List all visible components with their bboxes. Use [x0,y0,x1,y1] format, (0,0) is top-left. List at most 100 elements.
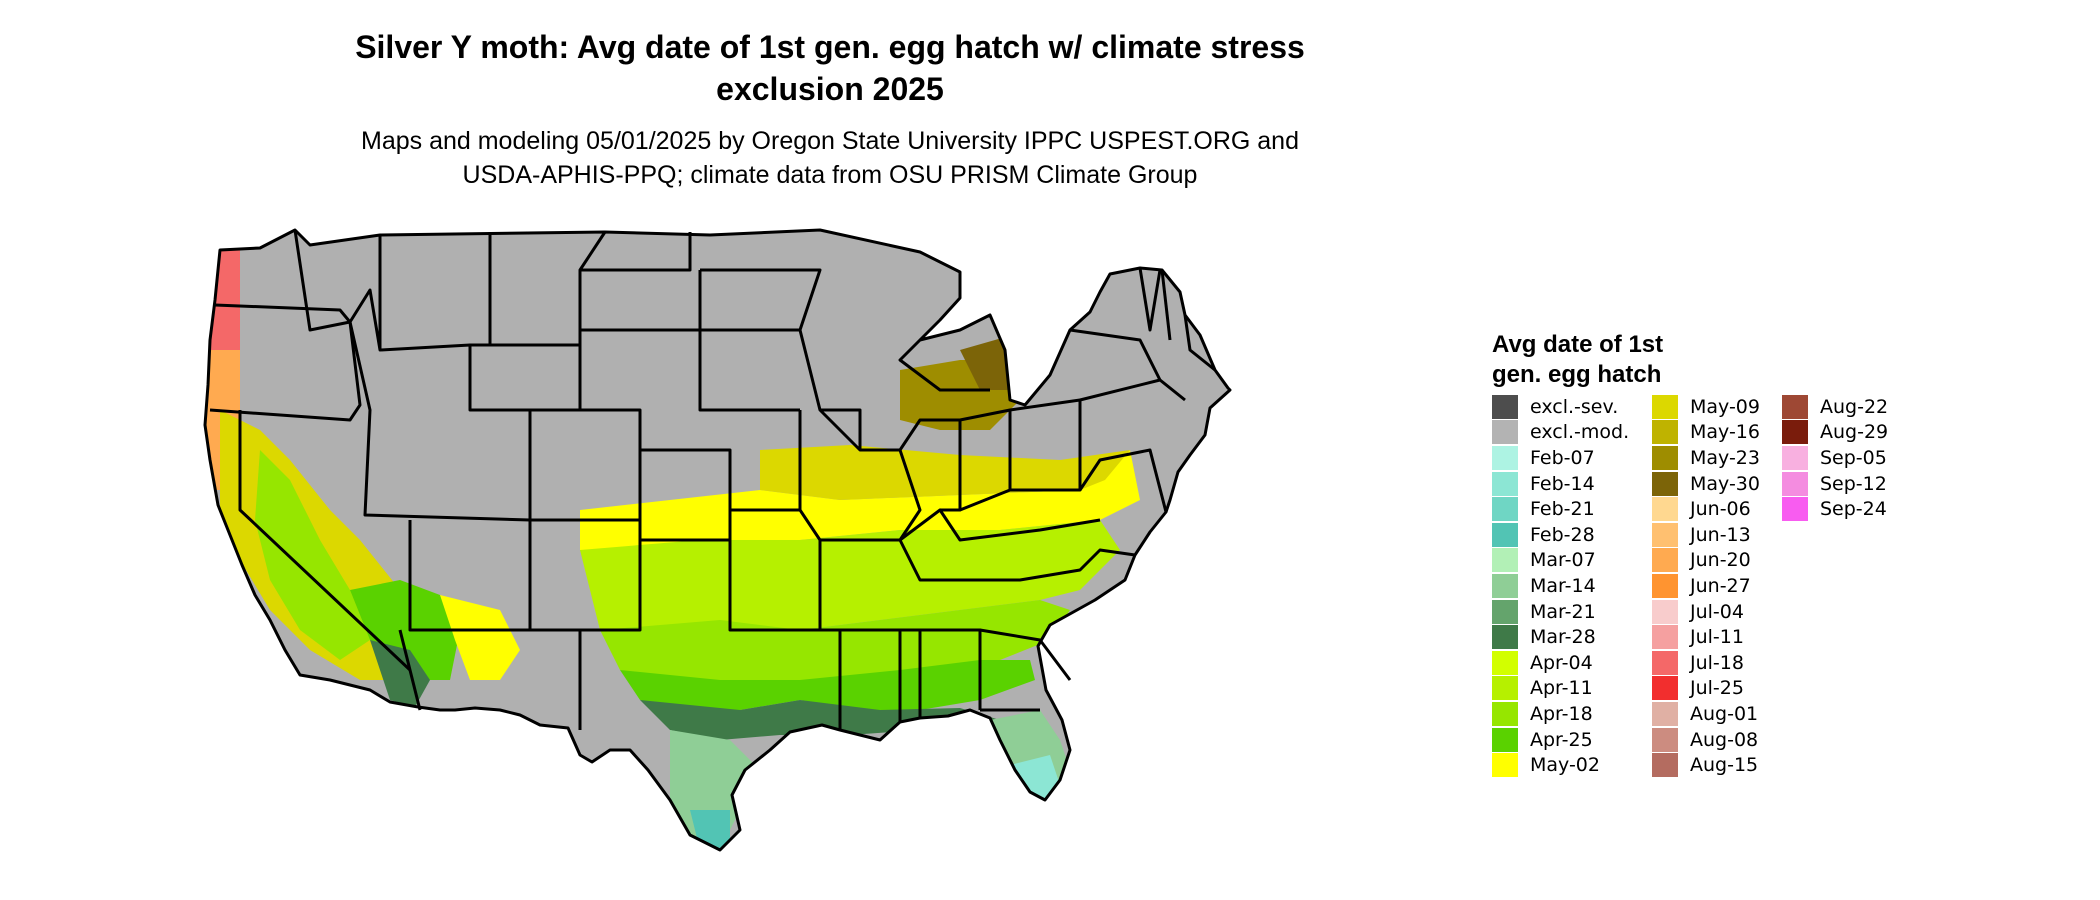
legend-item: Jun-13 [1652,522,1760,548]
legend-label: Mar-28 [1530,626,1596,649]
legend-item: Jul-11 [1652,624,1760,650]
legend-label: Aug-01 [1690,702,1759,725]
legend-item: excl.-mod. [1492,420,1629,446]
legend-label: Jun-13 [1690,523,1751,546]
legend-label: excl.-sev. [1530,395,1619,418]
legend-swatch [1492,497,1518,522]
legend-swatch [1492,420,1518,445]
legend-label: Mar-14 [1530,574,1596,597]
legend-swatch [1652,650,1678,675]
legend-label: Jun-27 [1690,574,1751,597]
legend-swatch [1652,727,1678,752]
legend-item: May-30 [1652,471,1760,497]
legend-item: Jun-06 [1652,496,1760,522]
legend-swatch [1652,701,1678,726]
band-may-09-mid-south [760,445,1130,500]
legend-label: Aug-22 [1820,395,1889,418]
legend-item: Jul-04 [1652,599,1760,625]
legend-label: Feb-14 [1530,472,1595,495]
legend-swatch [1652,522,1678,547]
legend-label: May-16 [1690,421,1760,444]
legend-swatch [1652,471,1678,496]
band-feb-14-florida [1010,755,1060,802]
legend-label: Sep-24 [1820,498,1887,521]
legend-title-line-2: gen. egg hatch [1492,361,1662,388]
legend-item: Aug-01 [1652,701,1760,727]
legend-swatch [1782,497,1808,522]
legend-swatch [1652,420,1678,445]
legend-item: May-23 [1652,445,1760,471]
legend-swatch [1652,625,1678,650]
legend-item: Aug-29 [1782,420,1888,446]
legend-swatch [1492,394,1518,419]
legend-item: Feb-21 [1492,496,1629,522]
band-may-02-south-central [580,450,1140,560]
legend-column: Aug-22 Aug-29 Sep-05 Sep-12 Sep-24 [1782,394,1888,522]
legend-swatch [1492,471,1518,496]
legend-swatch [1782,394,1808,419]
legend-title-line-1: Avg date of 1st [1492,331,1664,358]
legend-item: Apr-18 [1492,701,1629,727]
legend-item: Mar-28 [1492,624,1629,650]
legend-item: Aug-08 [1652,727,1760,753]
legend-label: Mar-21 [1530,600,1596,623]
legend-swatch [1652,548,1678,573]
legend-swatch [1492,573,1518,598]
legend-swatch [1652,573,1678,598]
legend-swatch [1492,650,1518,675]
legend-item: May-09 [1652,394,1760,420]
legend-label: Jun-20 [1690,549,1751,572]
band-may-02-arizona [440,595,520,680]
legend-swatch [1652,599,1678,624]
legend-label: Apr-04 [1530,651,1593,674]
legend-item: Apr-04 [1492,650,1629,676]
legend-swatch [1492,445,1518,470]
legend-label: Jul-18 [1690,651,1744,674]
band-apr-18-gulf-inland [600,600,1070,680]
legend-swatch [1652,394,1678,419]
legend-label: May-02 [1530,754,1600,777]
legend-label: May-30 [1690,472,1760,495]
legend-label: Apr-11 [1530,677,1593,700]
legend-label: Apr-18 [1530,702,1593,725]
legend: Avg date of 1st gen. egg hatch excl.-sev… [1492,330,2052,850]
legend-label: Mar-07 [1530,549,1596,572]
map-subtitle-line-1: Maps and modeling 05/01/2025 by Oregon S… [361,127,1299,155]
legend-item: Aug-22 [1782,394,1888,420]
legend-swatch [1492,599,1518,624]
map-title-line-1: Silver Y moth: Avg date of 1st gen. egg … [355,29,1305,65]
legend-swatch [1492,701,1518,726]
legend-item: Mar-21 [1492,599,1629,625]
legend-item: Feb-28 [1492,522,1629,548]
band-apr-11-deep-south [580,520,1120,640]
legend-item: Jul-25 [1652,676,1760,702]
band-apr-25-gulf [620,660,1035,710]
band-apr-25-southwest [350,580,460,680]
legend-label: Jul-11 [1690,626,1744,649]
legend-label: Feb-07 [1530,446,1595,469]
legend-item: Mar-14 [1492,573,1629,599]
legend-label: Jul-25 [1690,677,1744,700]
legend-label: May-23 [1690,446,1760,469]
legend-swatch [1782,445,1808,470]
legend-label: Sep-05 [1820,446,1887,469]
legend-label: Aug-29 [1820,421,1889,444]
band-jul-18-pacific-nw [205,230,240,350]
legend-item: Jul-18 [1652,650,1760,676]
map-subtitle-line-2: USDA-APHIS-PPQ; climate data from OSU PR… [462,161,1198,189]
legend-item: Sep-24 [1782,496,1888,522]
legend-item: Sep-05 [1782,445,1888,471]
band-apr-18-california [255,450,370,660]
legend-label: Aug-08 [1690,728,1759,751]
legend-item: May-16 [1652,420,1760,446]
legend-item: Jun-27 [1652,573,1760,599]
legend-title: Avg date of 1st gen. egg hatch [1492,330,1712,390]
legend-label: Feb-21 [1530,498,1595,521]
legend-swatch [1492,676,1518,701]
legend-item: Feb-07 [1492,445,1629,471]
us-map [203,228,1232,852]
legend-swatch [1492,727,1518,752]
legend-swatch [1652,753,1678,778]
legend-item: Sep-12 [1782,471,1888,497]
legend-item: Mar-07 [1492,548,1629,574]
